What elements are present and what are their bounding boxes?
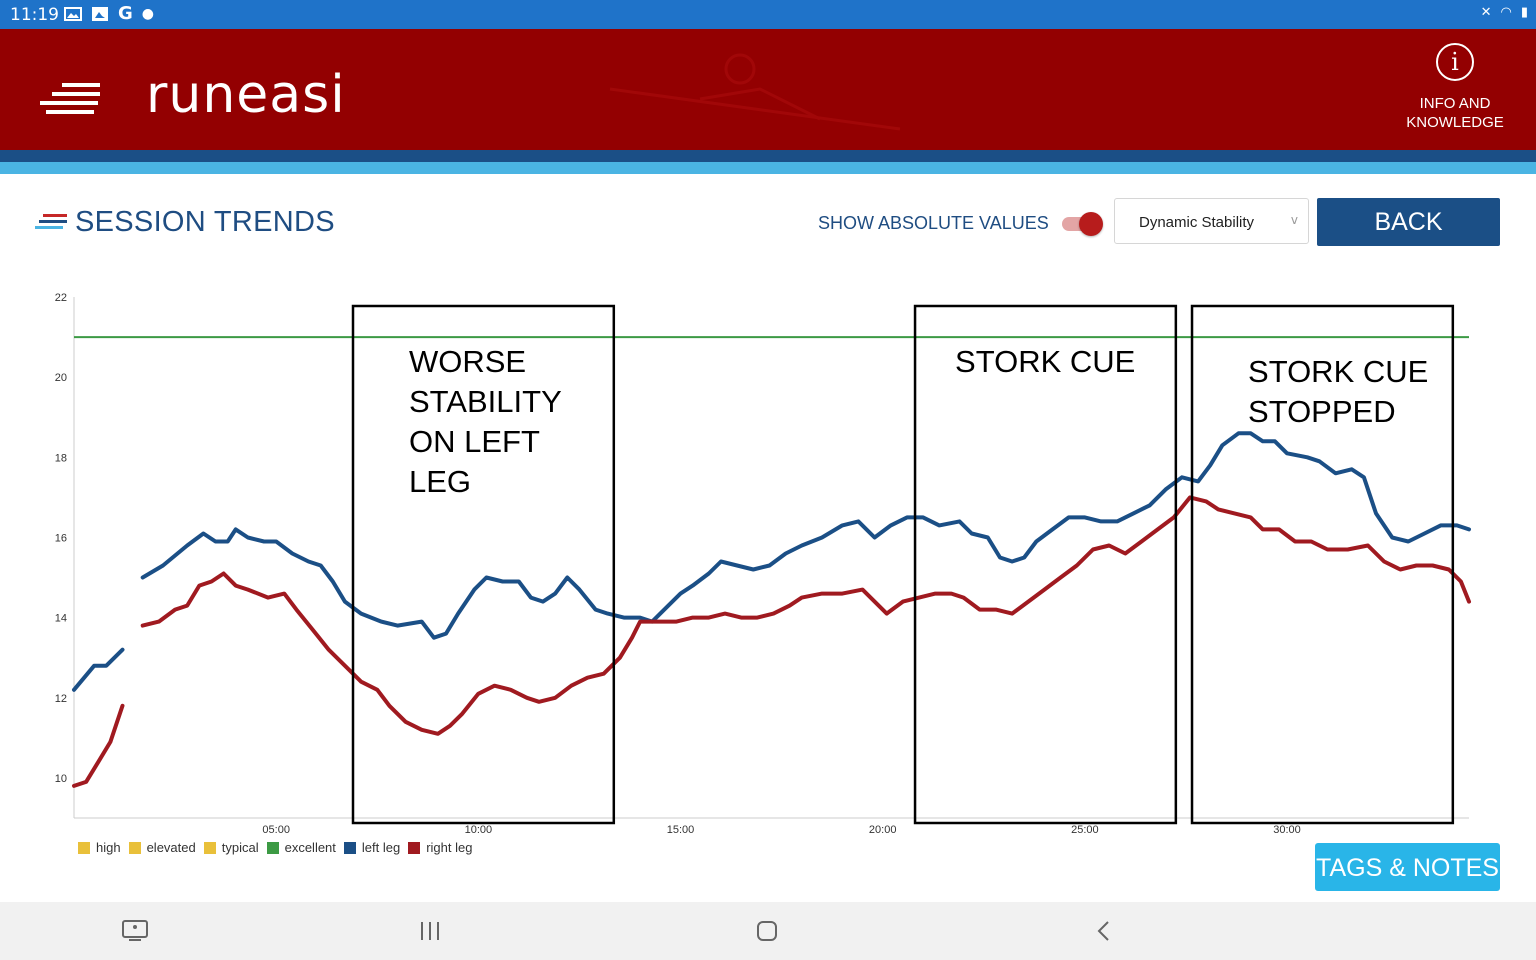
legend-item: elevated (128, 840, 196, 855)
legend-label: right leg (426, 840, 473, 855)
legend-label: elevated (146, 840, 196, 855)
legend-swatch (78, 841, 90, 854)
y-tick-label: 22 (55, 292, 67, 304)
info-icon: i (1436, 43, 1474, 81)
info-label-line2: KNOWLEDGE (1406, 114, 1504, 131)
x-tick-label: 25:00 (1071, 824, 1099, 836)
legend-item: left leg (343, 840, 401, 855)
x-tick-label: 10:00 (465, 824, 493, 836)
legend-item: excellent (266, 840, 336, 855)
left-leg-series-line (72, 647, 125, 692)
y-tick-label: 16 (55, 532, 67, 544)
google-icon: G (118, 3, 133, 24)
annotation-label: STABILITY (409, 384, 562, 419)
toggle-knob (1079, 212, 1103, 236)
right-leg-series-line (72, 703, 125, 788)
logo-text: runeasi (146, 65, 346, 125)
annotation-label: ON LEFT (409, 424, 540, 459)
legend-item: high (78, 840, 121, 855)
legend-item: typical (203, 840, 259, 855)
legend-label: high (96, 840, 121, 855)
trends-icon (35, 214, 67, 229)
legend-swatch (203, 841, 216, 854)
legend-swatch (266, 841, 279, 854)
legend-label: excellent (284, 840, 336, 855)
logo: runeasi (40, 65, 345, 149)
x-tick-label: 15:00 (667, 824, 695, 836)
annotation-label: STORK CUE (955, 344, 1135, 379)
legend-item: right leg (408, 840, 472, 855)
annotation-label: STORK CUE (1248, 354, 1428, 389)
screen-icon[interactable] (115, 916, 155, 946)
metric-select-value: Dynamic Stability (1139, 214, 1255, 231)
y-tick-label: 10 (55, 773, 67, 785)
absolute-values-label: SHOW ABSOLUTE VALUES (818, 213, 1049, 233)
legend-swatch (408, 841, 421, 854)
legend-swatch (343, 841, 356, 854)
annotation-label: LEG (409, 464, 471, 499)
logo-mark (40, 83, 100, 114)
system-nav-bar (0, 902, 1536, 960)
back-icon[interactable] (1084, 916, 1124, 946)
app-header: runeasi i INFO AND KNOWLEDGE (0, 29, 1536, 150)
x-tick-label: 20:00 (869, 824, 897, 836)
y-tick-label: 20 (55, 372, 67, 384)
y-tick-label: 14 (55, 613, 67, 625)
status-bar: 11:19 G ● ✕ ◠ ▮ (0, 0, 1536, 29)
legend-swatch (128, 841, 141, 854)
battery-icon: ▮ (1520, 5, 1528, 20)
clock: 11:19 (10, 5, 59, 25)
session-trends-chart: 10 12 14 16 18 20 22 05:00 10:00 15:00 20:00 25:00 3… (55, 292, 1471, 836)
x-tick-label: 30:00 (1273, 824, 1301, 836)
toolbar: SESSION TRENDS SHOW ABSOLUTE VALUES Dyna… (0, 196, 1536, 252)
annotation-box (913, 304, 1178, 825)
photo-icon (92, 6, 108, 21)
y-tick-label: 18 (55, 452, 67, 464)
recents-icon[interactable] (410, 916, 450, 946)
dot-icon: ● (141, 5, 154, 22)
annotation-label: STOPPED (1248, 394, 1396, 429)
right-leg-series-line (140, 495, 1471, 736)
metric-select[interactable]: Dynamic Stability v (1114, 198, 1309, 244)
image-icon (64, 6, 82, 21)
header-band-dark (0, 150, 1536, 162)
left-leg-series-line (140, 431, 1471, 640)
header-band-light (0, 162, 1536, 174)
info-label-line1: INFO AND (1419, 95, 1491, 112)
wifi-icon: ◠ (1500, 5, 1512, 20)
home-icon[interactable] (747, 916, 787, 946)
mute-icon: ✕ (1480, 5, 1492, 20)
y-tick-label: 12 (55, 693, 67, 705)
info-and-knowledge-button[interactable]: i INFO AND KNOWLEDGE (1396, 43, 1514, 132)
chevron-down-icon: v (1290, 213, 1298, 227)
legend-label: typical (221, 840, 259, 855)
back-button[interactable]: BACK (1317, 198, 1500, 246)
annotation-label: WORSE (409, 344, 526, 379)
legend-label: left leg (361, 840, 401, 855)
tags-and-notes-button[interactable]: TAGS & NOTES (1315, 843, 1500, 891)
annotation-box (351, 304, 616, 825)
header-watermark (609, 53, 901, 131)
page-title: SESSION TRENDS (75, 206, 335, 238)
x-tick-label: 05:00 (262, 824, 290, 836)
absolute-values-toggle[interactable] (1062, 211, 1104, 237)
chart-legend: high elevated typical excellent left leg righ… (78, 840, 472, 855)
annotation-box (1190, 304, 1455, 825)
